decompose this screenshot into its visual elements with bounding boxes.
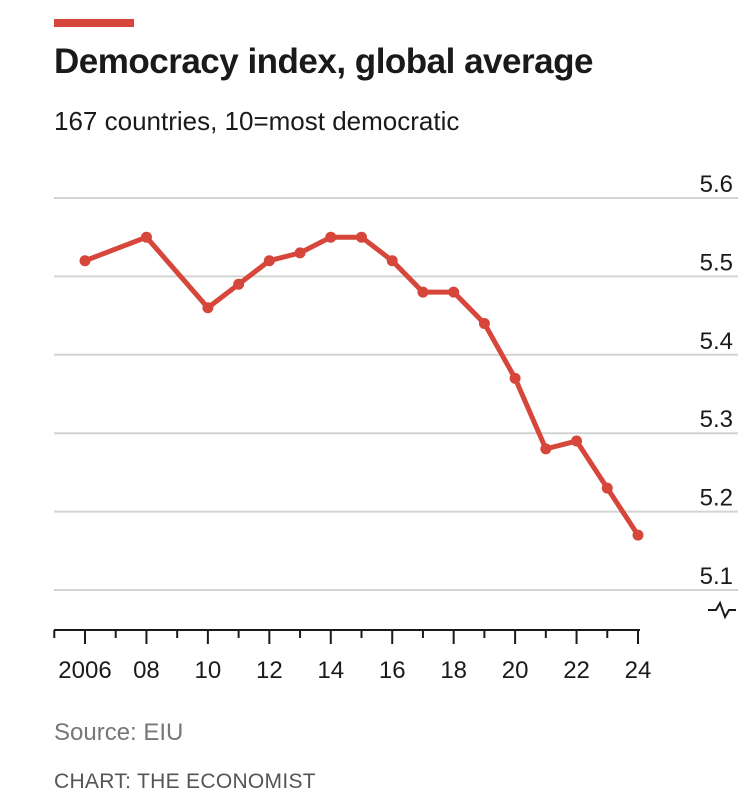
y-tick-label: 5.5	[700, 249, 733, 276]
chart-credit: CHART: THE ECONOMIST	[54, 770, 316, 793]
x-tick-label: 20	[502, 657, 529, 684]
accent-bar	[54, 19, 134, 27]
data-point	[325, 231, 337, 243]
data-point	[79, 255, 91, 267]
x-tick-label: 18	[440, 657, 467, 684]
source-note: Source: EIU	[54, 719, 184, 746]
axis-break-icon	[708, 600, 736, 620]
y-tick-label: 5.3	[700, 406, 733, 433]
x-tick-label: 24	[625, 657, 652, 684]
data-point	[478, 317, 490, 329]
data-point	[448, 286, 460, 298]
data-point	[140, 231, 152, 243]
x-tick-label: 2006	[58, 657, 111, 684]
x-axis: 2006 08 10 12 14 16 18 20 22 24	[53, 629, 652, 684]
data-point	[233, 278, 245, 290]
x-tick-label: 08	[133, 657, 160, 684]
data-point	[294, 247, 306, 259]
data-point	[417, 286, 429, 298]
chart-subtitle: 167 countries, 10=most democratic	[54, 106, 460, 136]
data-point	[202, 302, 214, 314]
data-series	[79, 231, 644, 541]
data-point	[601, 482, 613, 494]
x-tick-label: 22	[563, 657, 590, 684]
x-tick-label: 16	[379, 657, 406, 684]
data-point	[509, 372, 521, 384]
data-point	[356, 231, 367, 243]
y-axis-labels: 5.1 5.2 5.3 5.4 5.5 5.6	[700, 171, 736, 620]
data-point	[386, 255, 398, 267]
gridlines	[54, 197, 738, 591]
y-tick-label: 5.1	[700, 563, 733, 590]
series-line	[82, 234, 641, 538]
data-point	[263, 255, 275, 267]
y-tick-label: 5.2	[700, 485, 733, 512]
x-tick-label: 12	[256, 657, 283, 684]
data-point	[540, 443, 552, 455]
y-tick-label: 5.4	[700, 328, 733, 355]
data-point	[632, 529, 644, 541]
data-point	[571, 435, 583, 447]
line-chart: 5.15.25.35.45.55.6 2006 08 10 12 14 16 18 20 22 2…	[53, 171, 738, 684]
y-tick-label: 5.6	[700, 171, 733, 198]
x-tick-label: 10	[195, 657, 222, 684]
x-tick-label: 14	[317, 657, 344, 684]
chart-title: Democracy index, global average	[54, 42, 593, 81]
